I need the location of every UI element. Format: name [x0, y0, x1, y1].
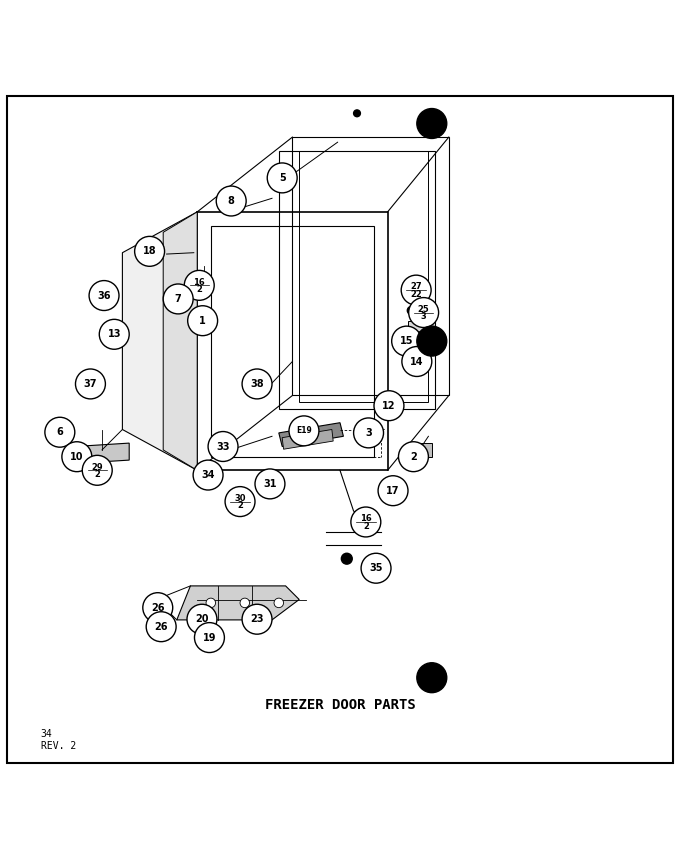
Circle shape [402, 346, 432, 376]
Circle shape [240, 598, 250, 607]
Circle shape [255, 469, 285, 499]
Text: 2: 2 [410, 452, 417, 461]
Text: 5: 5 [279, 173, 286, 183]
Text: 36: 36 [97, 290, 111, 301]
Circle shape [62, 442, 92, 472]
Text: 2: 2 [363, 521, 369, 531]
Circle shape [409, 297, 439, 327]
Circle shape [351, 507, 381, 537]
Text: 2: 2 [237, 502, 243, 510]
Circle shape [45, 417, 75, 448]
Circle shape [135, 236, 165, 266]
Polygon shape [122, 212, 197, 470]
Text: 37: 37 [84, 379, 97, 389]
Circle shape [392, 326, 422, 356]
Circle shape [193, 460, 223, 490]
Circle shape [289, 416, 319, 446]
Text: 19: 19 [203, 632, 216, 643]
Circle shape [354, 418, 384, 448]
Polygon shape [408, 443, 432, 457]
Text: 18: 18 [143, 247, 156, 256]
Circle shape [354, 110, 360, 117]
Text: 17: 17 [386, 485, 400, 496]
Text: 29: 29 [91, 462, 103, 472]
Circle shape [188, 306, 218, 336]
Circle shape [208, 431, 238, 461]
Circle shape [361, 553, 391, 583]
Polygon shape [282, 430, 333, 449]
Circle shape [407, 307, 415, 314]
Text: 38: 38 [250, 379, 264, 389]
Circle shape [417, 663, 447, 692]
Circle shape [89, 281, 119, 310]
Text: E19: E19 [296, 426, 312, 436]
Text: 27: 27 [410, 283, 422, 291]
Circle shape [374, 391, 404, 421]
Text: 2: 2 [197, 285, 202, 294]
Text: 34: 34 [201, 470, 215, 480]
Text: 8: 8 [228, 196, 235, 206]
Polygon shape [75, 443, 129, 464]
Circle shape [267, 163, 297, 193]
Circle shape [341, 553, 352, 564]
Text: 25: 25 [418, 305, 430, 314]
Text: 2: 2 [95, 470, 100, 479]
Circle shape [242, 604, 272, 634]
Text: FREEZER DOOR PARTS: FREEZER DOOR PARTS [265, 698, 415, 712]
Text: 12: 12 [382, 400, 396, 411]
Circle shape [187, 604, 217, 634]
Polygon shape [163, 212, 197, 470]
Text: 16: 16 [193, 277, 205, 287]
Text: 3: 3 [365, 428, 372, 438]
Circle shape [417, 326, 447, 356]
Circle shape [143, 593, 173, 623]
Circle shape [194, 623, 224, 653]
Text: 23: 23 [250, 614, 264, 624]
Text: 26: 26 [154, 622, 168, 631]
Circle shape [401, 275, 431, 305]
Text: 16: 16 [360, 515, 372, 523]
Text: 1: 1 [199, 316, 206, 326]
Circle shape [398, 442, 428, 472]
Text: 33: 33 [216, 442, 230, 452]
Text: 13: 13 [107, 329, 121, 339]
Circle shape [163, 284, 193, 314]
Text: 34
REV. 2: 34 REV. 2 [41, 729, 76, 751]
Polygon shape [177, 586, 299, 620]
Text: 3: 3 [421, 312, 426, 321]
Circle shape [417, 108, 447, 138]
Polygon shape [279, 423, 343, 447]
Circle shape [274, 598, 284, 607]
Circle shape [206, 598, 216, 607]
Circle shape [378, 476, 408, 506]
Circle shape [82, 455, 112, 485]
Text: 15: 15 [400, 336, 413, 346]
Circle shape [75, 369, 105, 399]
Circle shape [216, 186, 246, 216]
Text: 35: 35 [369, 564, 383, 573]
Text: 22: 22 [410, 289, 422, 299]
Text: 7: 7 [175, 294, 182, 304]
Circle shape [184, 271, 214, 301]
Text: 20: 20 [195, 614, 209, 624]
Circle shape [146, 612, 176, 642]
Circle shape [99, 320, 129, 350]
Text: 31: 31 [263, 479, 277, 489]
Text: 26: 26 [151, 603, 165, 612]
Polygon shape [408, 320, 435, 341]
Text: 6: 6 [56, 427, 63, 437]
Circle shape [225, 486, 255, 516]
Text: 10: 10 [70, 452, 84, 461]
Text: 30: 30 [235, 494, 245, 503]
Circle shape [242, 369, 272, 399]
Text: 14: 14 [410, 356, 424, 367]
Circle shape [196, 278, 205, 288]
